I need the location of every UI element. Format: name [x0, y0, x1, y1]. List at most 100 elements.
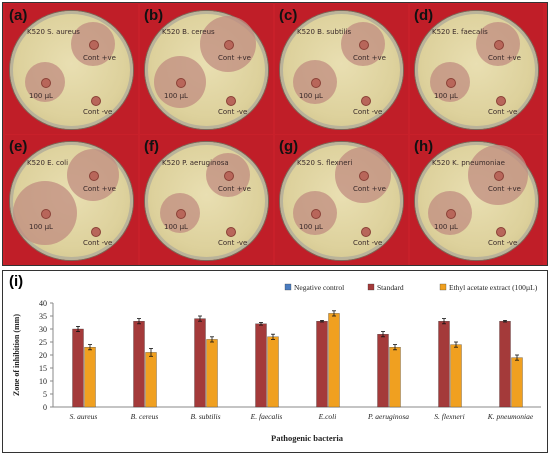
legend-swatch	[439, 283, 447, 291]
dish-title-handwriting: K520 B. subtilis	[297, 28, 352, 36]
standard-well	[224, 171, 234, 181]
dish-title-handwriting: K520 S. flexneri	[297, 159, 353, 167]
negative-well-label: Cont -ve	[353, 108, 383, 116]
inhibition-bar-chart: 0 5 10 15 20 25 30 35 40 Zone of inhibition (mm) S…	[12, 283, 541, 443]
petri-panel: K520 B. subtilis Cont +ve 100 µL Cont -ve (c…	[275, 4, 408, 134]
dish-title-handwriting: K520 E. coli	[27, 159, 69, 167]
extract-well	[176, 78, 186, 88]
standard-well	[359, 40, 369, 50]
negative-well-label: Cont -ve	[488, 239, 518, 247]
y-tick-label: 15	[39, 364, 47, 373]
negative-well-label: Cont -ve	[218, 108, 248, 116]
legend-label: Standard	[377, 283, 404, 292]
petri-panel: K520 E. faecalis Cont +ve 100 µL Cont -ve (d…	[410, 4, 543, 134]
standard-bar	[438, 321, 450, 408]
negative-well-label: Cont -ve	[83, 239, 113, 247]
extract-well	[311, 209, 321, 219]
y-tick-label: 25	[39, 338, 47, 347]
negative-control-well	[496, 96, 506, 106]
standard-well	[494, 40, 504, 50]
extract-bar	[511, 357, 523, 408]
extract-bar	[84, 347, 96, 408]
y-tick-label: 10	[39, 377, 47, 386]
extract-well	[311, 78, 321, 88]
standard-bar	[194, 318, 206, 408]
standard-bar	[255, 323, 267, 408]
extract-well-label: 100 µL	[299, 92, 323, 100]
negative-well-label: Cont -ve	[353, 239, 383, 247]
y-tick-label: 5	[43, 390, 47, 399]
extract-well	[446, 78, 456, 88]
extract-well-label: 100 µL	[164, 92, 188, 100]
panel-label: (a)	[9, 7, 28, 24]
negative-control-well	[361, 96, 371, 106]
negative-control-well	[496, 227, 506, 237]
extract-well-label: 100 µL	[29, 223, 53, 231]
extract-well-label: 100 µL	[299, 223, 323, 231]
petri-panel: K520 S. flexneri Cont +ve 100 µL Cont -ve (g…	[275, 135, 408, 265]
standard-well-label: Cont +ve	[83, 54, 116, 62]
x-category-label: E. faecalis	[250, 412, 283, 421]
x-category-label: B. cereus	[131, 412, 159, 421]
dish-title-handwriting: K520 B. cereus	[162, 28, 215, 36]
x-axis-title: Pathogenic bacteria	[271, 433, 344, 443]
extract-bar	[328, 313, 340, 408]
panel-label: (e)	[9, 138, 28, 155]
x-category-label: S. aureus	[70, 412, 98, 421]
negative-well-label: Cont -ve	[218, 239, 248, 247]
extract-bar	[267, 336, 279, 408]
dish-title-handwriting: K520 K. pneumoniae	[432, 159, 505, 167]
standard-well	[224, 40, 234, 50]
dish-title-handwriting: K520 E. faecalis	[432, 28, 488, 36]
extract-bar	[450, 344, 462, 408]
panel-label: (b)	[144, 7, 164, 24]
y-tick-label: 30	[39, 325, 47, 334]
standard-well	[359, 171, 369, 181]
y-tick-label: 40	[39, 299, 47, 308]
extract-bar	[206, 339, 218, 408]
negative-well-label: Cont -ve	[488, 108, 518, 116]
extract-well-label: 100 µL	[29, 92, 53, 100]
dish-title-handwriting: K520 S. aureus	[27, 28, 80, 36]
x-category-label: S. flexneri	[434, 412, 464, 421]
x-category-label: P. aeruginosa	[367, 412, 409, 421]
y-tick-label: 0	[43, 403, 47, 412]
standard-well	[89, 40, 99, 50]
panel-label: (c)	[279, 7, 298, 24]
legend-label: Ethyl acetate extract (100µL)	[449, 283, 538, 292]
extract-well	[176, 209, 186, 219]
x-category-label: K. pneumoniae	[487, 412, 534, 421]
extract-well	[41, 209, 51, 219]
x-category-label: E.coli	[318, 412, 337, 421]
panel-label: (d)	[414, 7, 434, 24]
petri-dish-photo-grid: K520 S. aureus Cont +ve 100 µL Cont -ve (a) K…	[2, 2, 548, 266]
standard-well	[494, 171, 504, 181]
standard-bar	[499, 321, 511, 408]
negative-control-well	[361, 227, 371, 237]
standard-bar	[72, 328, 84, 408]
petri-panel: K520 E. coli Cont +ve 100 µL Cont -ve (e)	[5, 135, 138, 265]
petri-panel: K520 K. pneumoniae Cont +ve 100 µL Cont -ve…	[410, 135, 543, 265]
bar-chart-panel: (i) 0 5 10 15 20 25 30 35 40 Zone of inhibition (…	[2, 270, 548, 453]
extract-bar	[145, 352, 157, 408]
petri-panel: K520 S. aureus Cont +ve 100 µL Cont -ve (a)	[5, 4, 138, 134]
legend-swatch	[367, 283, 375, 291]
legend-label: Negative control	[294, 283, 344, 292]
negative-well-label: Cont -ve	[83, 108, 113, 116]
negative-control-well	[91, 96, 101, 106]
negative-control-well	[226, 96, 236, 106]
legend-swatch	[284, 283, 292, 291]
x-category-label: B. subtilis	[190, 412, 220, 421]
panel-label: (h)	[414, 138, 434, 155]
standard-well-label: Cont +ve	[488, 185, 521, 193]
dish-title-handwriting: K520 P. aeruginosa	[162, 159, 229, 167]
petri-panel: K520 P. aeruginosa Cont +ve 100 µL Cont -ve…	[140, 135, 273, 265]
petri-panel: K520 B. cereus Cont +ve 100 µL Cont -ve (b)	[140, 4, 273, 134]
extract-bar	[389, 347, 401, 408]
standard-bar	[316, 321, 328, 408]
standard-well-label: Cont +ve	[218, 185, 251, 193]
standard-well-label: Cont +ve	[353, 185, 386, 193]
standard-well-label: Cont +ve	[218, 54, 251, 62]
chart-panel-label: (i)	[9, 273, 24, 290]
extract-well	[446, 209, 456, 219]
